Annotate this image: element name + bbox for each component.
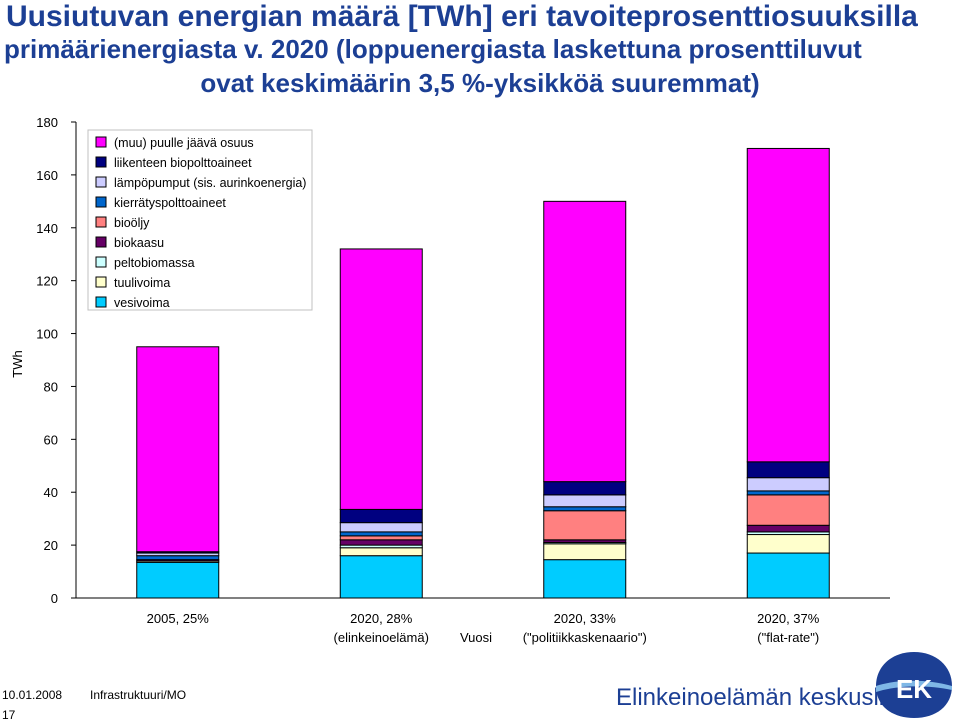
bar-segment xyxy=(339,248,423,510)
legend-label: peltobiomassa xyxy=(114,256,195,270)
bar-segment xyxy=(746,552,830,599)
bar-segment xyxy=(339,555,423,599)
x-tick-label: 2020, 28% xyxy=(350,611,413,626)
bar-segment xyxy=(543,200,627,483)
x-tick-label: ("flat-rate") xyxy=(757,630,819,645)
legend-swatch xyxy=(95,156,107,168)
logo-text: EK xyxy=(896,674,932,704)
y-tick-label: 0 xyxy=(51,591,58,606)
bar-segment xyxy=(746,494,830,526)
bar-segment xyxy=(339,522,423,533)
legend-box xyxy=(87,129,313,311)
legend-label: vesivoima xyxy=(114,296,170,310)
x-tick-label: 2005, 25% xyxy=(147,611,210,626)
bar-segment xyxy=(746,147,830,463)
bar-segment xyxy=(746,477,830,492)
y-tick-label: 100 xyxy=(36,327,58,342)
legend-swatch xyxy=(95,236,107,248)
bar-segment xyxy=(339,539,423,546)
x-tick-label: 2020, 37% xyxy=(757,611,820,626)
legend-swatch xyxy=(95,256,107,268)
bar-segment xyxy=(543,543,627,561)
legend-label: biokaasu xyxy=(114,236,164,250)
bar-segment xyxy=(136,555,220,561)
ek-logo: EK xyxy=(876,652,952,718)
bar-segment xyxy=(746,461,830,479)
x-tick-label: ("politiikkaskenaario") xyxy=(523,630,647,645)
legend-swatch xyxy=(95,196,107,208)
x-axis-label: Vuosi xyxy=(460,630,492,645)
y-tick-label: 120 xyxy=(36,274,58,289)
bar-segment xyxy=(339,508,423,524)
legend-swatch xyxy=(95,136,107,148)
bar-segment xyxy=(746,490,830,496)
y-tick-label: 160 xyxy=(36,168,58,183)
legend-label: tuulivoima xyxy=(114,276,170,290)
x-tick-label: 2020, 33% xyxy=(554,611,617,626)
bar-segment xyxy=(543,510,627,541)
y-tick-label: 180 xyxy=(36,115,58,130)
legend-label: bioöljy xyxy=(114,216,150,230)
footer-unit: Infrastruktuuri/MO xyxy=(90,688,187,702)
footer-date: 10.01.2008 xyxy=(2,688,63,702)
bar-segment xyxy=(339,547,423,557)
title-line-3: ovat keskimäärin 3,5 %-yksikköä suuremma… xyxy=(200,68,760,98)
legend-swatch xyxy=(95,216,107,228)
legend-label: (muu) puulle jäävä osuus xyxy=(114,136,254,150)
y-tick-label: 80 xyxy=(44,379,58,394)
bar-segment xyxy=(339,531,423,537)
bar-segment xyxy=(136,561,220,599)
legend-label: lämpöpumput (sis. aurinkoenergia) xyxy=(114,176,306,190)
bar-segment xyxy=(543,559,627,599)
legend-label: kierrätyspolttoaineet xyxy=(114,196,226,210)
y-axis-label: TWh xyxy=(10,350,25,377)
bar-segment xyxy=(746,534,830,554)
legend-label: liikenteen biopolttoaineet xyxy=(114,156,252,170)
legend-swatch xyxy=(95,276,107,288)
title-line-1: Uusiutuvan energian määrä [TWh] eri tavo… xyxy=(6,0,918,33)
y-tick-label: 40 xyxy=(44,485,58,500)
bar-segment xyxy=(543,481,627,496)
bar-segment xyxy=(136,346,220,553)
bar-segment xyxy=(543,494,627,508)
legend-swatch xyxy=(95,296,107,308)
page-number: 17 xyxy=(2,708,16,722)
brand-name: Elinkeinoelämän keskusliitto xyxy=(616,684,917,711)
y-tick-label: 60 xyxy=(44,432,58,447)
y-tick-label: 20 xyxy=(44,538,58,553)
legend-swatch xyxy=(95,176,107,188)
title-line-2: primäärienergiasta v. 2020 (loppuenergia… xyxy=(4,34,862,64)
bar-segment xyxy=(339,535,423,541)
bar-segment xyxy=(746,524,830,533)
bar-segment xyxy=(543,506,627,512)
x-tick-label: (elinkeinoelämä) xyxy=(334,630,429,645)
y-tick-label: 140 xyxy=(36,221,58,236)
